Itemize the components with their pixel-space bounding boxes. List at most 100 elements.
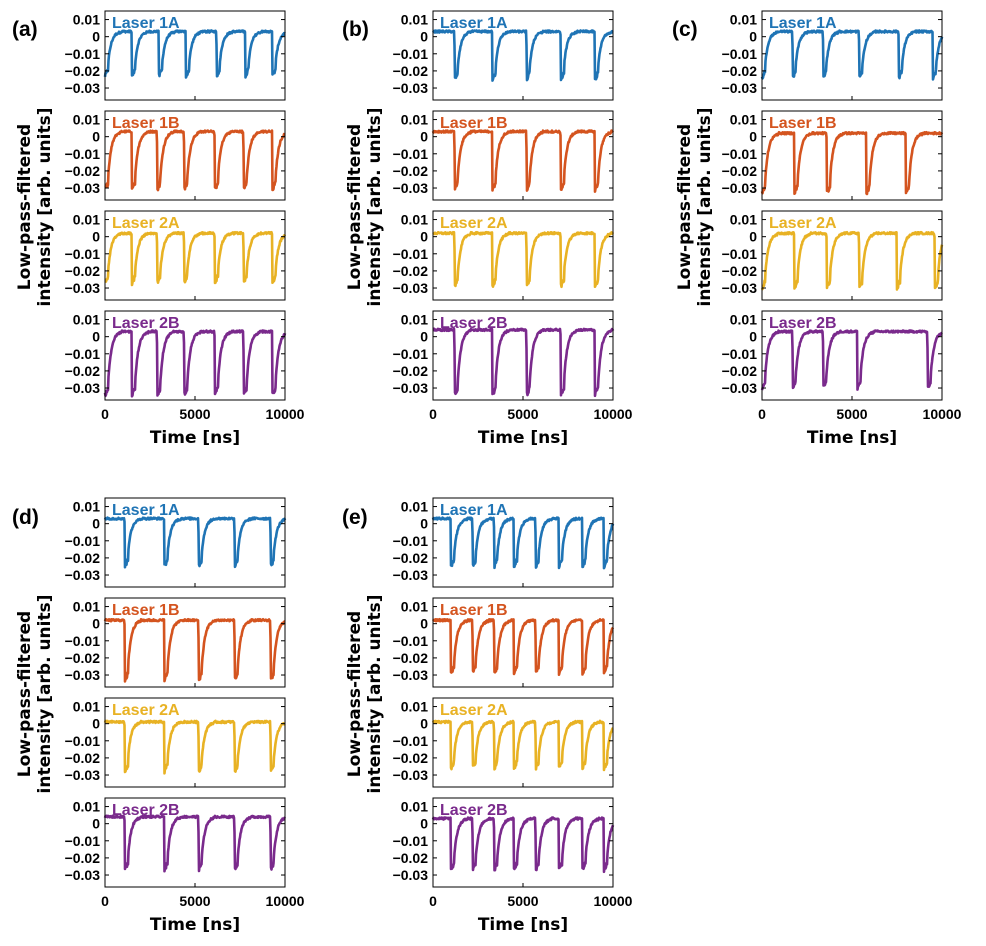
- y-tick-label: −0.03: [393, 180, 429, 196]
- panel-c: (c) Low-pass-filteredintensity [arb. unit…: [672, 10, 962, 448]
- y-tick-label: −0.02: [65, 650, 101, 666]
- y-tick-label: 0.01: [73, 799, 100, 815]
- panel-label: (b): [342, 18, 369, 41]
- y-tick-label: −0.01: [393, 533, 429, 549]
- y-tick-label: −0.03: [65, 280, 101, 296]
- y-axis-label: Low-pass-filteredintensity [arb. units]: [15, 595, 55, 794]
- subplot-laser-1b: 0.010−0.01−0.02−0.03 Laser 1B: [393, 110, 615, 201]
- y-tick-label: −0.02: [65, 550, 101, 566]
- y-axis-label-line1: Low-pass-filtered: [345, 124, 365, 290]
- series-line-laser-2b: [103, 814, 286, 873]
- legend-label: Laser 2A: [440, 702, 508, 719]
- y-tick-label: −0.03: [65, 867, 101, 883]
- y-tick-label: 0.01: [73, 12, 100, 28]
- legend-label: Laser 1A: [112, 15, 180, 32]
- y-tick-label: −0.01: [65, 346, 101, 362]
- series-line-laser-2a: [760, 230, 944, 291]
- series-line-laser-2b: [103, 329, 287, 398]
- y-tick-label: −0.01: [65, 733, 101, 749]
- x-tick-label: 5000: [836, 406, 867, 422]
- y-tick-label: 0: [92, 229, 100, 245]
- y-tick-label: 0.01: [401, 312, 428, 328]
- y-axis-label-line1: Low-pass-filtered: [15, 124, 35, 290]
- y-tick-label: −0.03: [722, 380, 758, 396]
- y-tick-label: −0.01: [722, 246, 758, 262]
- y-tick-label: 0: [92, 329, 100, 345]
- y-tick-label: 0: [92, 129, 100, 145]
- legend-label: Laser 2B: [112, 315, 180, 332]
- series-line-laser-2b: [431, 816, 615, 874]
- y-tick-label: −0.02: [393, 550, 429, 566]
- legend-label: Laser 1A: [440, 502, 508, 519]
- subplot-laser-1a: 0.010−0.01−0.02−0.03 Laser 1A: [393, 497, 615, 588]
- y-tick-label: −0.02: [65, 263, 101, 279]
- y-tick-label: −0.02: [722, 163, 758, 179]
- series-line-laser-2a: [431, 719, 614, 772]
- y-tick-label: −0.01: [393, 633, 429, 649]
- y-tick-label: 0: [420, 516, 428, 532]
- x-tick-label: 10000: [266, 893, 305, 909]
- y-tick-label: −0.03: [722, 180, 758, 196]
- y-tick-label: −0.01: [393, 733, 429, 749]
- y-tick-label: −0.03: [393, 667, 429, 683]
- subplot-laser-1b: 0.010−0.01−0.02−0.03 Laser 1B: [393, 597, 615, 688]
- y-tick-label: 0.01: [730, 312, 757, 328]
- y-tick-label: 0.01: [401, 12, 428, 28]
- y-axis-label: Low-pass-filteredintensity [arb. units]: [345, 108, 385, 307]
- legend-label: Laser 2B: [440, 802, 508, 819]
- series-line-laser-2a: [432, 230, 615, 289]
- x-tick-label: 10000: [594, 406, 633, 422]
- y-tick-label: −0.01: [393, 246, 429, 262]
- subplot-laser-1a: 0.010−0.01−0.02−0.03 Laser 1A: [722, 10, 944, 101]
- legend-label: Laser 1A: [769, 15, 837, 32]
- y-tick-label: −0.01: [393, 146, 429, 162]
- y-tick-label: 0.01: [730, 112, 757, 128]
- x-tick-label: 10000: [923, 406, 962, 422]
- subplot-laser-1b: 0.010−0.01−0.02−0.03 Laser 1B: [65, 110, 286, 201]
- subplot-laser-1a: 0.010−0.01−0.02−0.03 Laser 1A: [65, 10, 286, 101]
- y-tick-label: 0: [749, 329, 757, 345]
- y-tick-label: 0: [420, 329, 428, 345]
- legend-label: Laser 1B: [112, 602, 180, 619]
- y-tick-label: −0.03: [393, 767, 429, 783]
- series-line-laser-1b: [431, 129, 615, 193]
- y-axis-label: Low-pass-filteredintensity [arb. units]: [675, 108, 715, 307]
- subplot-laser-2a: 0.010−0.01−0.02−0.03 Laser 2A: [65, 697, 286, 788]
- panel-b: (b) Low-pass-filteredintensity [arb. unit…: [342, 10, 633, 448]
- panel-label: (a): [12, 18, 38, 41]
- y-axis-label-line2: intensity [arb. units]: [365, 108, 385, 307]
- series-line-laser-1b: [103, 617, 286, 683]
- y-tick-label: 0.01: [730, 12, 757, 28]
- y-tick-label: −0.01: [722, 146, 758, 162]
- panel-label: (e): [342, 506, 368, 529]
- y-tick-label: −0.03: [393, 280, 429, 296]
- y-tick-label: −0.02: [393, 650, 429, 666]
- series-line-laser-1b: [431, 618, 615, 676]
- panel-label: (d): [12, 506, 39, 529]
- y-tick-label: −0.02: [722, 263, 758, 279]
- y-tick-label: 0: [749, 29, 757, 45]
- x-tick-label: 10000: [594, 893, 633, 909]
- legend-label: Laser 1B: [769, 115, 837, 132]
- y-tick-label: −0.02: [65, 63, 101, 79]
- panel-d: (d) Low-pass-filteredintensity [arb. unit…: [12, 497, 305, 935]
- y-tick-label: 0: [420, 816, 428, 832]
- series-line-laser-2b: [760, 329, 943, 391]
- x-tick-label: 0: [758, 406, 766, 422]
- y-tick-label: 0: [92, 616, 100, 632]
- y-tick-label: −0.03: [722, 280, 758, 296]
- subplot-laser-2a: 0.010−0.01−0.02−0.03 Laser 2A: [393, 697, 614, 788]
- y-tick-label: −0.03: [65, 567, 101, 583]
- y-tick-label: 0: [92, 29, 100, 45]
- y-tick-label: 0: [420, 29, 428, 45]
- legend-label: Laser 1B: [440, 602, 508, 619]
- y-tick-label: 0: [420, 616, 428, 632]
- y-tick-label: −0.03: [393, 567, 429, 583]
- subplot-laser-1a: 0.010−0.01−0.02−0.03 Laser 1A: [393, 10, 614, 101]
- subplot-laser-1b: 0.010−0.01−0.02−0.03 Laser 1B: [65, 597, 286, 688]
- subplot-laser-2a: 0.010−0.01−0.02−0.03 Laser 2A: [722, 210, 944, 301]
- x-tick-label: 5000: [507, 406, 538, 422]
- subplot-laser-2a: 0.010−0.01−0.02−0.03 Laser 2A: [393, 210, 615, 301]
- series-line-laser-2a: [104, 230, 287, 287]
